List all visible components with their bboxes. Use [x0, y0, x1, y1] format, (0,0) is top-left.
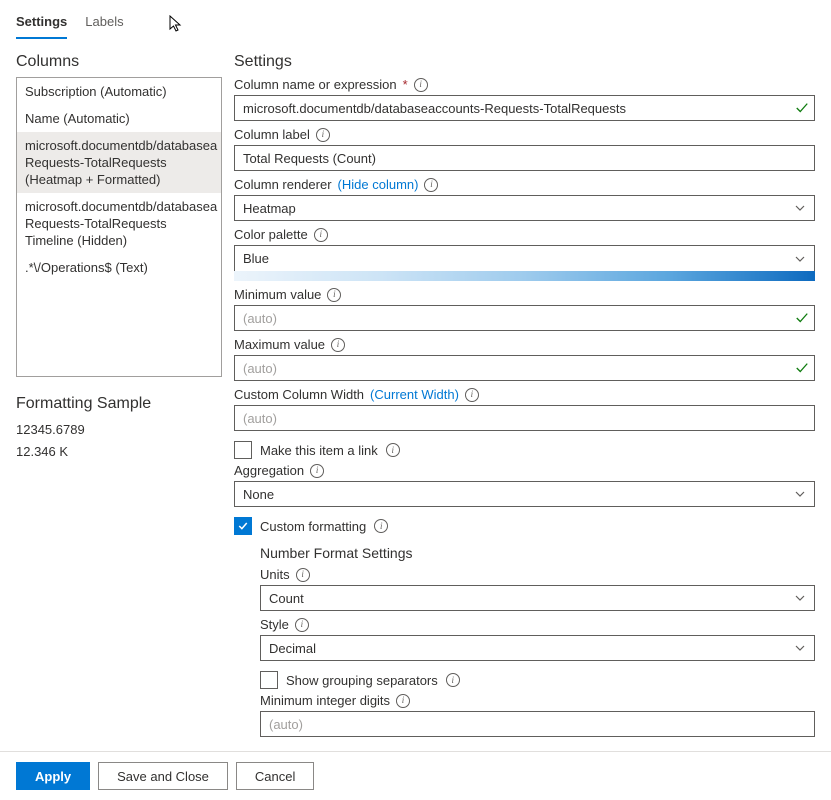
columns-list-item[interactable]: microsoft.documentdb/databasea Requests-… — [17, 193, 221, 254]
aggregation-select[interactable]: None — [234, 481, 815, 507]
column-name-label: Column name or expression — [234, 77, 397, 92]
number-format-title: Number Format Settings — [260, 545, 815, 561]
chevron-down-icon — [794, 592, 806, 604]
color-palette-value: Blue — [243, 251, 269, 266]
info-icon[interactable] — [396, 694, 410, 708]
cancel-button[interactable]: Cancel — [236, 762, 314, 790]
chevron-down-icon — [794, 642, 806, 654]
footer: Apply Save and Close Cancel — [0, 751, 831, 800]
custom-width-input[interactable] — [234, 405, 815, 431]
current-width-link[interactable]: (Current Width) — [370, 387, 459, 402]
style-select[interactable]: Decimal — [260, 635, 815, 661]
make-link-checkbox[interactable] — [234, 441, 252, 459]
units-label: Units — [260, 567, 290, 582]
aggregation-value: None — [243, 487, 274, 502]
column-renderer-select[interactable]: Heatmap — [234, 195, 815, 221]
grouping-separators-checkbox[interactable] — [260, 671, 278, 689]
required-asterisk: * — [403, 77, 408, 92]
style-value: Decimal — [269, 641, 316, 656]
custom-formatting-label: Custom formatting — [260, 519, 366, 534]
chevron-down-icon — [794, 488, 806, 500]
max-value-label: Maximum value — [234, 337, 325, 352]
aggregation-label: Aggregation — [234, 463, 304, 478]
columns-listbox[interactable]: Subscription (Automatic)Name (Automatic)… — [16, 77, 222, 377]
min-value-input[interactable] — [234, 305, 815, 331]
info-icon[interactable] — [295, 618, 309, 632]
columns-list-item[interactable]: Subscription (Automatic) — [17, 78, 221, 105]
apply-button[interactable]: Apply — [16, 762, 90, 790]
save-and-close-button[interactable]: Save and Close — [98, 762, 228, 790]
column-label-label: Column label — [234, 127, 310, 142]
info-icon[interactable] — [310, 464, 324, 478]
formatting-sample-line: 12.346 K — [16, 441, 222, 463]
tabs: Settings Labels — [16, 4, 815, 39]
info-icon[interactable] — [327, 288, 341, 302]
max-value-input[interactable] — [234, 355, 815, 381]
checkmark-icon — [237, 520, 249, 532]
tab-labels[interactable]: Labels — [85, 10, 123, 39]
formatting-sample-title: Formatting Sample — [16, 395, 222, 413]
min-value-label: Minimum value — [234, 287, 321, 302]
info-icon[interactable] — [446, 673, 460, 687]
palette-gradient — [234, 271, 815, 281]
info-icon[interactable] — [424, 178, 438, 192]
info-icon[interactable] — [296, 568, 310, 582]
color-palette-label: Color palette — [234, 227, 308, 242]
formatting-sample-line: 12345.6789 — [16, 419, 222, 441]
min-int-digits-label: Minimum integer digits — [260, 693, 390, 708]
min-int-digits-input[interactable] — [260, 711, 815, 737]
style-label: Style — [260, 617, 289, 632]
custom-formatting-checkbox[interactable] — [234, 517, 252, 535]
chevron-down-icon — [794, 253, 806, 265]
make-link-label: Make this item a link — [260, 443, 378, 458]
info-icon[interactable] — [465, 388, 479, 402]
tab-settings[interactable]: Settings — [16, 10, 67, 39]
custom-width-label: Custom Column Width — [234, 387, 364, 402]
units-value: Count — [269, 591, 304, 606]
info-icon[interactable] — [386, 443, 400, 457]
column-renderer-label: Column renderer — [234, 177, 332, 192]
info-icon[interactable] — [414, 78, 428, 92]
grouping-separators-label: Show grouping separators — [286, 673, 438, 688]
info-icon[interactable] — [331, 338, 345, 352]
column-label-input[interactable] — [234, 145, 815, 171]
hide-column-link[interactable]: (Hide column) — [338, 177, 419, 192]
info-icon[interactable] — [316, 128, 330, 142]
columns-title: Columns — [16, 53, 222, 71]
columns-list-item[interactable]: microsoft.documentdb/databasea Requests-… — [17, 132, 221, 193]
info-icon[interactable] — [374, 519, 388, 533]
column-renderer-value: Heatmap — [243, 201, 296, 216]
columns-list-item[interactable]: Name (Automatic) — [17, 105, 221, 132]
settings-title: Settings — [234, 53, 815, 71]
units-select[interactable]: Count — [260, 585, 815, 611]
chevron-down-icon — [794, 202, 806, 214]
columns-list-item[interactable]: .*\/Operations$ (Text) — [17, 254, 221, 281]
column-name-input[interactable] — [234, 95, 815, 121]
info-icon[interactable] — [314, 228, 328, 242]
color-palette-select[interactable]: Blue — [234, 245, 815, 271]
